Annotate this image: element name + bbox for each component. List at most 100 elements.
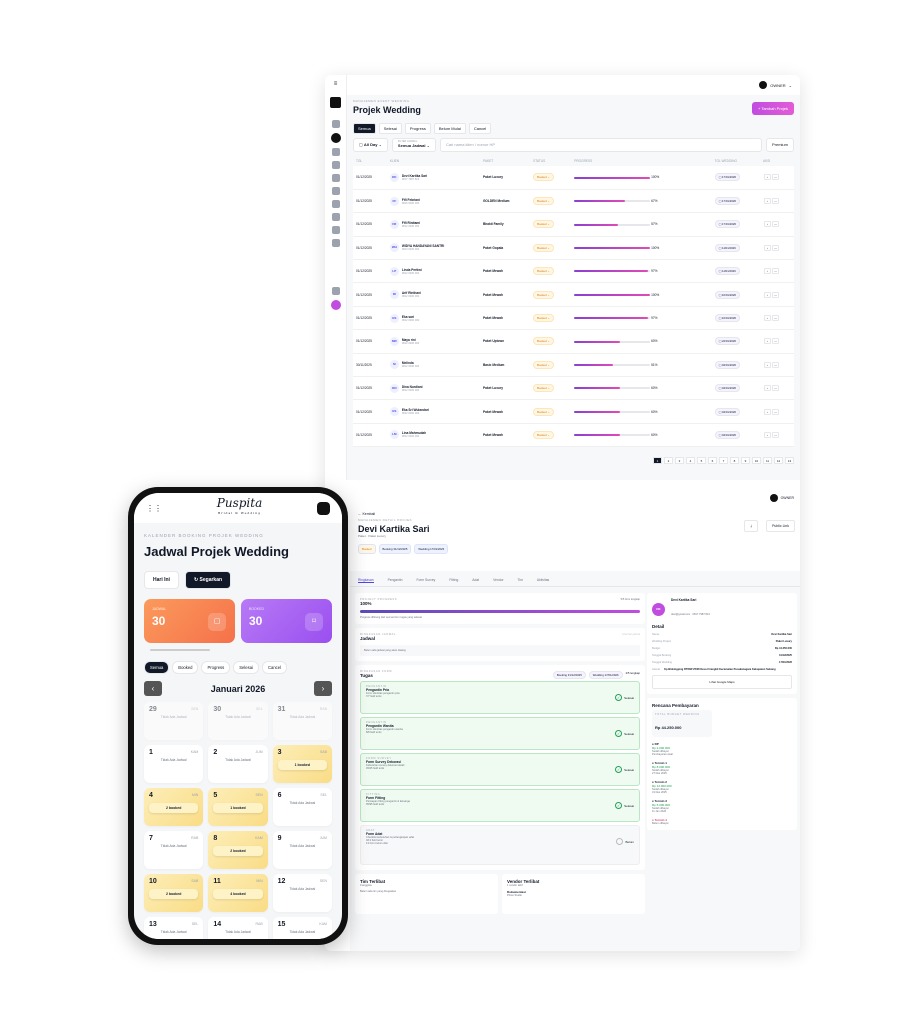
view-button[interactable]: › [764, 198, 771, 205]
tab-selesai[interactable]: Selesai [378, 123, 402, 134]
tab-booked[interactable]: Booked [172, 661, 199, 674]
table-row[interactable]: 01/12/2025 ES Eka Sri Wulandari 0812 0000 0… [353, 399, 794, 424]
booked-count[interactable]: 2 booked [213, 846, 263, 856]
task-item[interactable]: ADAT Form Adat Checklist kebutuhan & perle… [360, 825, 640, 865]
stats-scrollbar[interactable] [150, 649, 210, 651]
view-button[interactable]: › [764, 268, 771, 275]
add-project-button[interactable]: + Tambah Projek [751, 102, 794, 115]
page-button[interactable]: 6 [708, 457, 717, 464]
status-badge[interactable]: Booked ⌄ [533, 314, 554, 323]
download-button[interactable]: ⤓ [744, 520, 758, 532]
document-icon[interactable] [331, 174, 340, 182]
folder-icon[interactable] [331, 200, 340, 208]
table-row[interactable]: 01/12/2025 MR Maya rini 0812 0000 000 Paket … [353, 329, 794, 354]
tab-progress[interactable]: Progress [201, 661, 231, 674]
grid-menu-icon[interactable]: ⋮⋮ [146, 503, 162, 513]
calendar-day[interactable]: 30 SEL Tidak Ada Jadwal [208, 702, 268, 740]
calendar-day[interactable]: 7 RAB Tidak Ada Jadwal [144, 831, 204, 869]
jadwal-link[interactable]: Lihat tab jadwal [621, 633, 640, 636]
task-item[interactable]: PENGANTIN Pengantin Pria Form identitas pe… [360, 681, 640, 714]
booked-count[interactable]: 2 booked [149, 803, 199, 813]
report-icon[interactable] [331, 239, 340, 247]
page-button[interactable]: 9 [741, 457, 750, 464]
page-button[interactable]: 7 [719, 457, 728, 464]
tab-cancel[interactable]: Cancel [468, 123, 492, 134]
status-badge[interactable]: Booked ⌄ [533, 360, 554, 369]
task-item[interactable]: FITTING Form Fitting Persiapan fitting pen… [360, 789, 640, 822]
view-button[interactable]: › [764, 361, 771, 368]
jadwal-filter[interactable]: FILTER JADWAL Semua Jadwal ⌄ [391, 138, 436, 152]
status-badge[interactable]: Booked ⌄ [533, 220, 554, 229]
calendar-day[interactable]: 10 SAB 2 booked [144, 874, 204, 912]
table-row[interactable]: 01/12/2025 DK Devi Kartika Sari 0817 7987 8… [353, 166, 794, 190]
day-filter[interactable]: ▢ All Day ⌄ [353, 138, 388, 152]
booked-count[interactable]: 1 booked [213, 803, 263, 813]
more-button[interactable]: ⋯ [772, 244, 779, 251]
tab-belum-mulai[interactable]: Belum Mulai [433, 123, 466, 134]
search-input[interactable]: Cari nama klien / nomor HP [439, 138, 762, 152]
prev-month-button[interactable]: ‹ [144, 681, 162, 696]
logout-icon[interactable] [330, 300, 341, 310]
user-role[interactable]: OWNER [780, 496, 794, 500]
tab-fitting[interactable]: Fitting [449, 578, 459, 582]
page-button[interactable]: 13 [785, 457, 794, 464]
more-button[interactable]: ⋯ [772, 198, 779, 205]
view-button[interactable]: › [764, 221, 771, 228]
user-avatar[interactable] [317, 501, 330, 515]
wedding-icon[interactable] [330, 133, 341, 143]
form-icon[interactable] [331, 187, 340, 195]
more-button[interactable]: ⋯ [772, 361, 779, 368]
more-button[interactable]: ⋯ [772, 315, 779, 322]
tab-adat[interactable]: Adat [472, 578, 480, 582]
status-badge[interactable]: Booked ⌄ [533, 384, 554, 393]
settings-icon[interactable] [331, 287, 340, 295]
today-button[interactable]: Hari Ini [144, 571, 179, 589]
tab-semua[interactable]: Semua [353, 123, 376, 134]
vendor-name[interactable]: Dokumentasi [507, 890, 526, 894]
user-avatar[interactable] [759, 81, 768, 89]
calendar-day[interactable]: 14 RAB Tidak Ada Jadwal [208, 917, 268, 939]
table-row[interactable]: 01/12/2025 ES Eka sari 0812 0000 000 Paket M… [353, 306, 794, 331]
maps-button[interactable]: Lihat Google Maps [652, 675, 792, 689]
table-row[interactable]: 01/12/2025 LP Linda Pertiwi 0812 0000 000 Pa… [353, 259, 794, 284]
task-item[interactable]: PENGANTIN Pengantin Wanita Form identitas … [360, 717, 640, 750]
view-button[interactable]: › [764, 431, 771, 438]
page-button[interactable]: 8 [730, 457, 739, 464]
view-button[interactable]: › [764, 385, 771, 392]
list-icon[interactable] [331, 161, 340, 169]
page-button[interactable]: 1 [653, 457, 662, 464]
dashboard-icon[interactable] [331, 120, 340, 128]
calendar-day[interactable]: 5 SEN 1 booked [208, 788, 268, 826]
view-button[interactable]: › [764, 408, 771, 415]
calendar-day[interactable]: 3 SAB 1 booked [272, 745, 332, 783]
table-row[interactable]: 01/12/2025 RI Arif Rinthani 0812 0000 000 Pa… [353, 282, 794, 307]
table-row[interactable]: 01/12/2025 LM Lina Mahmudah 0812 0000 000 Pa… [353, 423, 794, 448]
tab-vendor[interactable]: Vendor [493, 578, 504, 582]
calendar-day[interactable]: 15 KAM Tidak Ada Jadwal [272, 917, 332, 939]
more-button[interactable]: ⋯ [772, 291, 779, 298]
more-button[interactable]: ⋯ [772, 338, 779, 345]
refresh-button[interactable]: ↻ Segarkan [184, 571, 232, 589]
more-button[interactable]: ⋯ [772, 385, 779, 392]
tab-progress[interactable]: Progress [404, 123, 431, 134]
booked-count[interactable]: 4 booked [213, 889, 263, 899]
table-row[interactable]: 01/12/2025 DN Dina Nurdiani 0812 0000 000 Pa… [353, 376, 794, 401]
calendar-day[interactable]: 4 MIN 2 booked [144, 788, 204, 826]
status-badge[interactable]: Booked ⌄ [533, 267, 554, 276]
next-month-button[interactable]: › [313, 681, 332, 696]
page-button[interactable]: 4 [686, 457, 695, 464]
tab-cancel[interactable]: Cancel [261, 661, 288, 674]
tab-ringkasan[interactable]: Ringkasan [358, 578, 374, 583]
page-button[interactable]: 5 [697, 457, 706, 464]
tab-tim[interactable]: Tim [517, 578, 523, 582]
tab-selesai[interactable]: Selesai [233, 661, 259, 674]
page-button[interactable]: 11 [763, 457, 772, 464]
calendar-day[interactable]: 11 MIN 4 booked [208, 874, 268, 912]
status-badge[interactable]: Booked ⌄ [533, 290, 554, 299]
calendar-day[interactable]: 2 JUM Tidak Ada Jadwal [208, 745, 268, 783]
premium-toggle[interactable]: Premium [765, 138, 794, 152]
table-row[interactable]: 30/11/2025 M Melinda 0812 0000 000 Basic Med… [353, 353, 794, 378]
public-link-button[interactable]: Public Link [766, 520, 795, 532]
more-button[interactable]: ⋯ [772, 408, 779, 415]
more-button[interactable]: ⋯ [772, 221, 779, 228]
